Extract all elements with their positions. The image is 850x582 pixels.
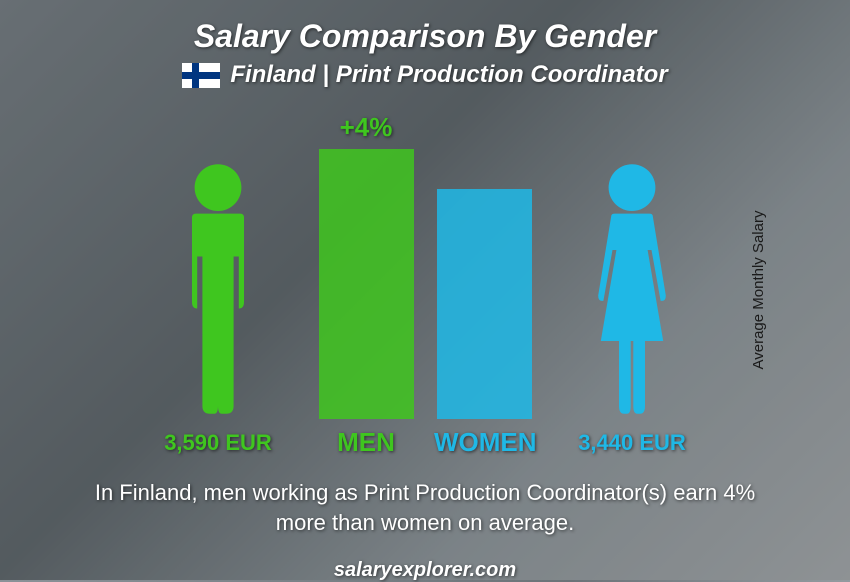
pct-diff-label: +4%	[340, 112, 393, 143]
source-label: salaryexplorer.com	[40, 559, 810, 582]
woman-icon	[567, 159, 697, 419]
subtitle: Finland | Print Production Coordinator	[230, 61, 667, 89]
men-salary: 3,590 EUR	[138, 430, 298, 456]
chart-area: +4%	[40, 99, 810, 419]
separator: |	[316, 61, 336, 88]
women-salary: 3,440 EUR	[552, 430, 712, 456]
man-icon	[153, 159, 283, 419]
women-label: WOMEN	[434, 427, 534, 458]
job-title-label: Print Production Coordinator	[336, 61, 668, 88]
page-title: Salary Comparison By Gender	[40, 18, 810, 55]
description-text: In Finland, men working as Print Product…	[40, 478, 810, 537]
men-bar-column: +4%	[316, 112, 416, 419]
label-row: 3,590 EUR MEN WOMEN 3,440 EUR	[40, 427, 810, 458]
men-icon-column	[138, 159, 298, 419]
women-bar	[437, 189, 532, 419]
women-icon-column	[552, 159, 712, 419]
men-label: MEN	[316, 427, 416, 458]
y-axis-label: Average Monthly Salary	[750, 211, 767, 370]
women-bar-column	[434, 189, 534, 419]
country-label: Finland	[230, 61, 315, 88]
men-bar	[319, 149, 414, 419]
subtitle-row: Finland | Print Production Coordinator	[40, 61, 810, 89]
finland-flag-icon	[182, 63, 220, 88]
